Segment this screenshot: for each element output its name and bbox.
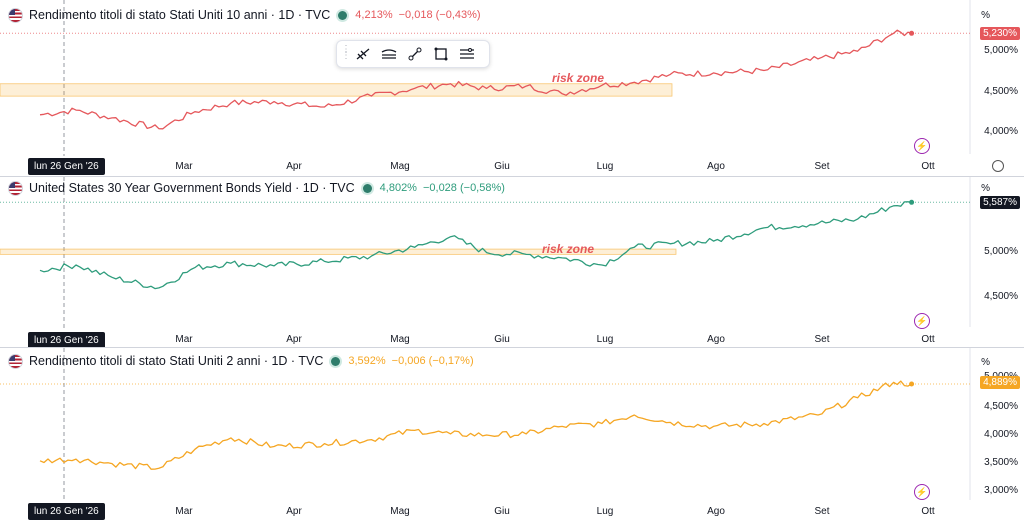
status-dot-icon [338,10,348,20]
x-tick-label: Giu [494,161,510,172]
x-tick-label: Ago [707,334,725,345]
status-dot-icon [362,183,372,193]
pane-divider[interactable] [0,347,1024,348]
lightning-icon[interactable]: ⚡ [914,313,930,329]
unit-label: % [981,183,990,194]
last-value: 4,213% [355,9,393,21]
risk-zone-label: risk zone [552,71,605,85]
change-value: −0,028 (−0,58%) [422,182,505,194]
y-tick-label: 4,000% [984,126,1018,137]
symbol-title[interactable]: Rendimento titoli di stato Stati Uniti 2… [29,354,324,368]
lightning-icon[interactable]: ⚡ [914,484,930,500]
crosshair-date-label: lun 26 Gen '26 [28,332,105,349]
x-tick-label: Mag [390,161,410,172]
y-tick-label: 4,500% [984,291,1018,302]
unit-label: % [981,357,990,368]
y-tick-label: 4,500% [984,401,1018,412]
last-point [909,199,915,205]
series-line [39,29,912,130]
x-tick-label: Ott [921,161,935,172]
chart-plot-10y[interactable] [0,0,1024,176]
pane-divider[interactable] [0,176,1024,177]
us-flag-icon [8,353,23,369]
change-value: −0,006 (−0,17%) [391,355,474,367]
crosshair-date-label: lun 26 Gen '26 [28,503,105,520]
x-tick-label: Giu [494,334,510,345]
x-tick-label: Mar [175,506,193,517]
drawing-toolbar[interactable]: ⋮ ⋮ [336,40,490,68]
last-value: 3,592% [348,355,386,367]
x-tick-label: Set [814,506,830,517]
y-tick-label: 5,000% [984,45,1018,56]
y-tick-label: 3,500% [984,457,1018,468]
x-tick-label: Ott [921,334,935,345]
last-point [909,30,915,36]
us-flag-icon [8,180,23,196]
x-tick-label: Ago [707,161,725,172]
x-tick-label: Apr [286,334,302,345]
x-tick-label: Lug [596,161,614,172]
chart-plot-30y[interactable] [0,177,1024,347]
x-tick-label: Ott [921,506,935,517]
risk-zone-label: risk zone [542,242,595,256]
last-point [909,381,915,387]
drag-handle-icon[interactable]: ⋮ ⋮ [341,44,351,61]
x-tick-label: Ago [707,506,725,517]
x-tick-label: Set [814,161,830,172]
series-line [39,201,912,290]
x-tick-label: Lug [596,334,614,345]
y-tick-label: 4,000% [984,429,1018,440]
last-price-label: 5,587% [980,196,1020,209]
series-line [39,380,912,470]
parallel-channel-icon[interactable] [377,43,401,65]
x-tick-label: Set [814,334,830,345]
x-tick-label: Apr [286,161,302,172]
symbol-title[interactable]: Rendimento titoli di stato Stati Uniti 1… [29,8,331,22]
symbol-title[interactable]: United States 30 Year Government Bonds Y… [29,181,355,195]
y-tick-label: 4,500% [984,86,1018,97]
settings-lines-icon[interactable] [455,43,479,65]
path-tool-icon[interactable] [403,43,427,65]
x-tick-label: Mar [175,334,193,345]
chart-plot-2y[interactable] [0,348,1024,522]
chart-pane-10y[interactable]: Rendimento titoli di stato Stati Uniti 1… [0,0,1024,176]
chart-pane-30y[interactable]: United States 30 Year Government Bonds Y… [0,177,1024,349]
rectangle-tool-icon[interactable] [429,43,453,65]
crosshair-date-label: lun 26 Gen '26 [28,158,105,175]
x-tick-label: Mar [175,161,193,172]
pane-header: Rendimento titoli di stato Stati Uniti 2… [8,352,474,370]
y-tick-label: 5,000% [984,246,1018,257]
x-tick-label: Apr [286,506,302,517]
status-dot-icon [331,356,341,366]
y-tick-label: 3,000% [984,485,1018,496]
change-value: −0,018 (−0,43%) [398,9,481,21]
x-tick-label: Mag [390,506,410,517]
last-price-label: 4,889% [980,376,1020,389]
x-tick-label: Mag [390,334,410,345]
last-value: 4,802% [379,182,417,194]
trend-tool-icon[interactable] [351,43,375,65]
pane-header: United States 30 Year Government Bonds Y… [8,179,505,197]
us-flag-icon [8,7,23,23]
settings-gear-icon[interactable] [992,160,1004,172]
unit-label: % [981,10,990,21]
x-tick-label: Giu [494,506,510,517]
chart-pane-2y[interactable]: Rendimento titoli di stato Stati Uniti 2… [0,348,1024,522]
risk-zone-rect [0,248,677,255]
lightning-icon[interactable]: ⚡ [914,138,930,154]
last-price-label: 5,230% [980,27,1020,40]
risk-zone-rect [0,83,673,97]
x-tick-label: Lug [596,506,614,517]
pane-header: Rendimento titoli di stato Stati Uniti 1… [8,6,481,24]
